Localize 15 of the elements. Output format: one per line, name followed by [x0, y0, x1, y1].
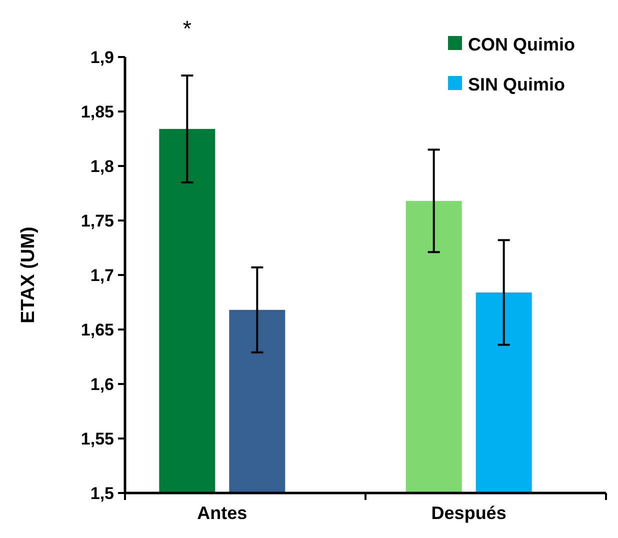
- text: *: [182, 16, 192, 41]
- y-tick-label: 1,5: [90, 484, 114, 503]
- y-axis-title: ETAX (UM): [18, 226, 39, 324]
- x-tick-label: Después: [431, 503, 506, 523]
- y-tick-label: 1,8: [90, 156, 114, 176]
- y-tick-label: 1,7: [90, 266, 114, 285]
- legend-label: CON Quimio: [468, 34, 576, 54]
- y-tick-label: 1,75: [80, 211, 114, 230]
- x-tick-label: Antes: [197, 503, 248, 523]
- y-tick-label: 1,55: [80, 429, 114, 448]
- y-tick-label: 1,6: [90, 374, 114, 394]
- y-tick-label: 1,65: [80, 320, 114, 340]
- legend-label: SIN Quimio: [468, 74, 566, 94]
- y-tick-label: 1,9: [90, 48, 114, 67]
- y-tick-label: 1,85: [80, 102, 114, 122]
